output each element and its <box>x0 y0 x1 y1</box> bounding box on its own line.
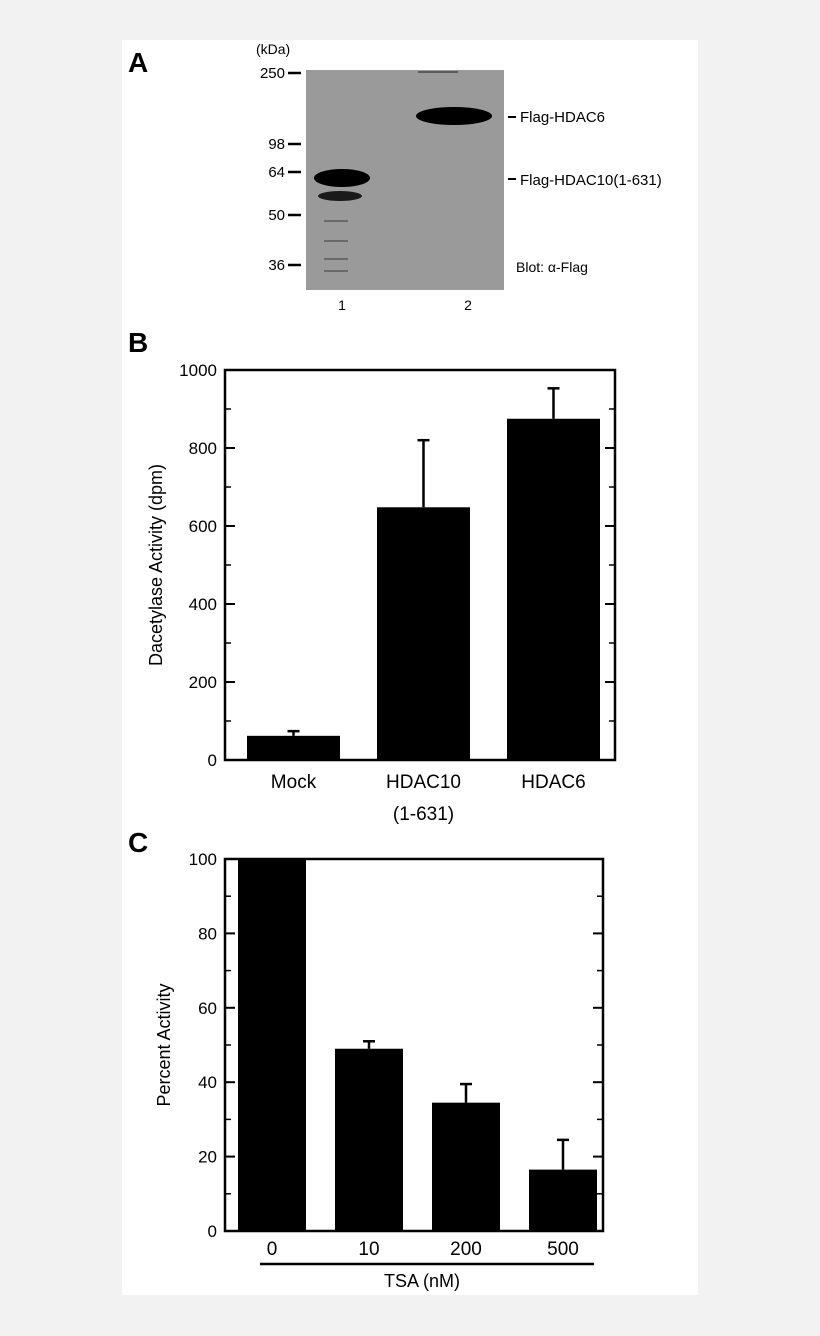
category-label: Mock <box>271 772 317 793</box>
bar <box>238 859 306 1231</box>
mw-marker-98: 98 <box>268 136 285 153</box>
mw-marker-50: 50 <box>268 207 285 224</box>
band-faint-4 <box>324 270 348 272</box>
y-tick-label: 600 <box>189 517 217 536</box>
category-label: HDAC10 <box>386 772 461 793</box>
category-label: 200 <box>450 1239 482 1260</box>
y-tick-label: 80 <box>198 924 217 943</box>
category-label: 0 <box>267 1239 278 1260</box>
y-tick-label: 60 <box>198 999 217 1018</box>
category-label-line2: (1-631) <box>393 804 454 825</box>
figure: A (kDa) 250 98 64 50 36 Flag-HDAC6 Flag-… <box>122 40 698 1295</box>
band-faint-2 <box>324 240 348 242</box>
band-faint-1 <box>324 220 348 222</box>
panel-c-chart: C 0 20 40 60 80 100 Percent Activity 0 10 200 500 T… <box>128 827 605 1291</box>
panel-a-letter: A <box>128 47 148 78</box>
y-tick-label: 0 <box>208 751 217 770</box>
y-tick-label: 0 <box>208 1222 217 1241</box>
band-faint-3 <box>324 258 348 260</box>
bar <box>377 507 470 760</box>
y-tick-label: 20 <box>198 1148 217 1167</box>
y-axis-label: Dacetylase Activity (dpm) <box>146 464 166 666</box>
panel-b-letter: B <box>128 327 148 358</box>
bar <box>507 418 600 760</box>
band-hdac6 <box>416 107 492 125</box>
y-tick-label: 200 <box>189 673 217 692</box>
bar <box>529 1169 597 1231</box>
y-tick-label: 100 <box>189 850 217 869</box>
panel-b-chart: B 0 200 400 600 800 1000 Dacetylase Activity (… <box>128 327 617 825</box>
y-tick-label: 1000 <box>179 361 217 380</box>
y-tick-label: 400 <box>189 595 217 614</box>
band-label-hdac6: Flag-HDAC6 <box>520 109 605 126</box>
lane-label-2: 2 <box>464 297 472 313</box>
category-label: 10 <box>358 1239 379 1260</box>
mw-marker-36: 36 <box>268 257 285 274</box>
y-axis-label: Percent Activity <box>154 983 174 1106</box>
bar <box>247 735 340 760</box>
panel-c-letter: C <box>128 827 148 858</box>
mw-marker-64: 64 <box>268 164 285 181</box>
blot-antibody-label: Blot: α-Flag <box>516 259 588 275</box>
band-hdac10-minor <box>318 191 362 201</box>
bar <box>335 1048 403 1231</box>
y-tick-label: 40 <box>198 1073 217 1092</box>
lane-label-1: 1 <box>338 297 346 313</box>
x-axis-label: TSA (nM) <box>384 1271 460 1291</box>
bar <box>432 1102 500 1231</box>
band-hdac10 <box>314 169 370 187</box>
y-tick-label: 800 <box>189 439 217 458</box>
band-faint-top <box>418 71 458 73</box>
band-label-hdac10: Flag-HDAC10(1-631) <box>520 172 662 189</box>
category-label: HDAC6 <box>521 772 585 793</box>
panel-a: A (kDa) 250 98 64 50 36 Flag-HDAC6 Flag-… <box>128 41 662 313</box>
mw-marker-250: 250 <box>260 65 285 82</box>
figure-canvas: A (kDa) 250 98 64 50 36 Flag-HDAC6 Flag-… <box>128 41 662 1291</box>
category-label: 500 <box>547 1239 579 1260</box>
kda-unit-label: (kDa) <box>256 41 290 57</box>
